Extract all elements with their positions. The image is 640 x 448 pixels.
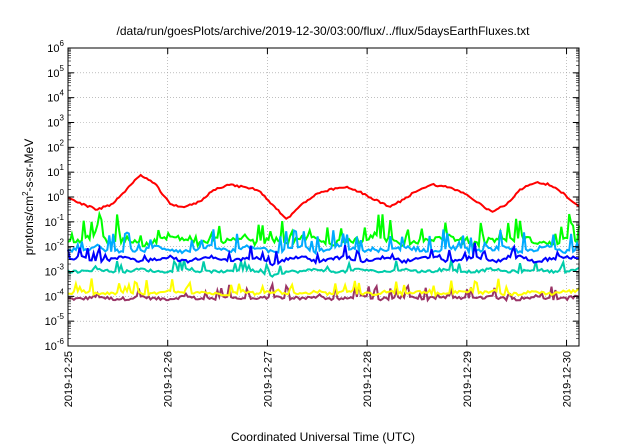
y-tick-base: 10 xyxy=(47,93,59,105)
y-tick-exponent: -5 xyxy=(57,312,65,321)
y-axis-ticks: 10-610-510-410-310-210-11001011021031041… xyxy=(45,39,579,353)
series-line xyxy=(67,258,580,278)
y-tick-base: 10 xyxy=(45,217,57,229)
x-axis-ticks: 2019-12-25 2019-12-26 2019-12-27 2019-12-28… xyxy=(63,48,574,407)
chart-title: /data/run/goesPlots/archive/2019-12-30/0… xyxy=(117,24,531,38)
y-tick-exponent: -4 xyxy=(57,287,65,296)
y-tick-exponent: 1 xyxy=(60,163,65,172)
y-tick-base: 10 xyxy=(47,68,59,80)
y-tick-label: 106 xyxy=(47,39,64,55)
y-tick-exponent: 4 xyxy=(60,89,65,98)
y-tick-base: 10 xyxy=(47,118,59,130)
y-tick-base: 10 xyxy=(45,341,57,353)
y-tick-base: 10 xyxy=(45,291,57,303)
y-tick-exponent: 3 xyxy=(60,114,65,123)
x-tick-label: 2019-12-27 xyxy=(262,351,274,407)
y-tick-label: 102 xyxy=(47,138,64,154)
x-tick-label: 2019-12-29 xyxy=(462,351,474,407)
y-tick-label: 10-3 xyxy=(45,263,65,279)
y-tick-label: 10-2 xyxy=(45,238,65,254)
y-tick-label: 10-1 xyxy=(45,213,65,229)
y-tick-exponent: 0 xyxy=(60,188,65,197)
y-tick-label: 101 xyxy=(47,163,64,179)
y-tick-exponent: -2 xyxy=(57,238,65,247)
y-tick-base: 10 xyxy=(45,316,57,328)
y-tick-base: 10 xyxy=(47,167,59,179)
x-tick-label: 2019-12-25 xyxy=(63,351,75,407)
y-tick-label: 10-4 xyxy=(45,287,65,303)
y-tick-exponent: 2 xyxy=(60,138,65,147)
series-line xyxy=(67,173,580,220)
y-axis-label-rest: -s-sr-MeV xyxy=(22,139,36,192)
y-tick-base: 10 xyxy=(45,267,57,279)
y-axis-label: protons/cm2-s-sr-MeV xyxy=(21,139,36,255)
series-line xyxy=(67,278,580,298)
y-tick-label: 100 xyxy=(47,188,64,204)
series-group xyxy=(67,173,580,303)
y-tick-label: 10-6 xyxy=(45,337,65,353)
y-tick-exponent: 5 xyxy=(60,64,65,73)
x-tick-label: 2019-12-30 xyxy=(562,351,574,407)
x-tick-label: 2019-12-26 xyxy=(163,351,175,407)
y-tick-base: 10 xyxy=(47,142,59,154)
series-line xyxy=(67,210,580,250)
y-tick-label: 10-5 xyxy=(45,312,65,328)
y-tick-base: 10 xyxy=(47,43,59,55)
y-tick-label: 104 xyxy=(47,89,64,105)
series-line xyxy=(67,228,580,256)
y-tick-exponent: -6 xyxy=(57,337,65,346)
y-tick-exponent: -1 xyxy=(57,213,65,222)
y-tick-base: 10 xyxy=(47,192,59,204)
y-tick-label: 105 xyxy=(47,64,64,80)
x-axis-label: Coordinated Universal Time (UTC) xyxy=(231,430,415,444)
y-axis-label-exponent: 2 xyxy=(21,191,30,196)
series-line xyxy=(67,242,580,267)
y-tick-exponent: -3 xyxy=(57,263,65,272)
y-tick-label: 103 xyxy=(47,114,64,130)
y-axis-label-unit: protons/cm xyxy=(22,196,36,255)
y-tick-base: 10 xyxy=(45,242,57,254)
x-tick-label: 2019-12-28 xyxy=(362,351,374,407)
y-tick-exponent: 6 xyxy=(60,39,65,48)
